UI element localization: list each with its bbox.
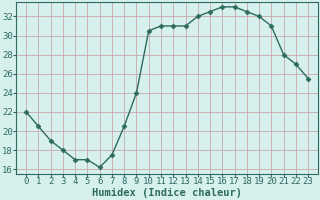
X-axis label: Humidex (Indice chaleur): Humidex (Indice chaleur): [92, 188, 242, 198]
